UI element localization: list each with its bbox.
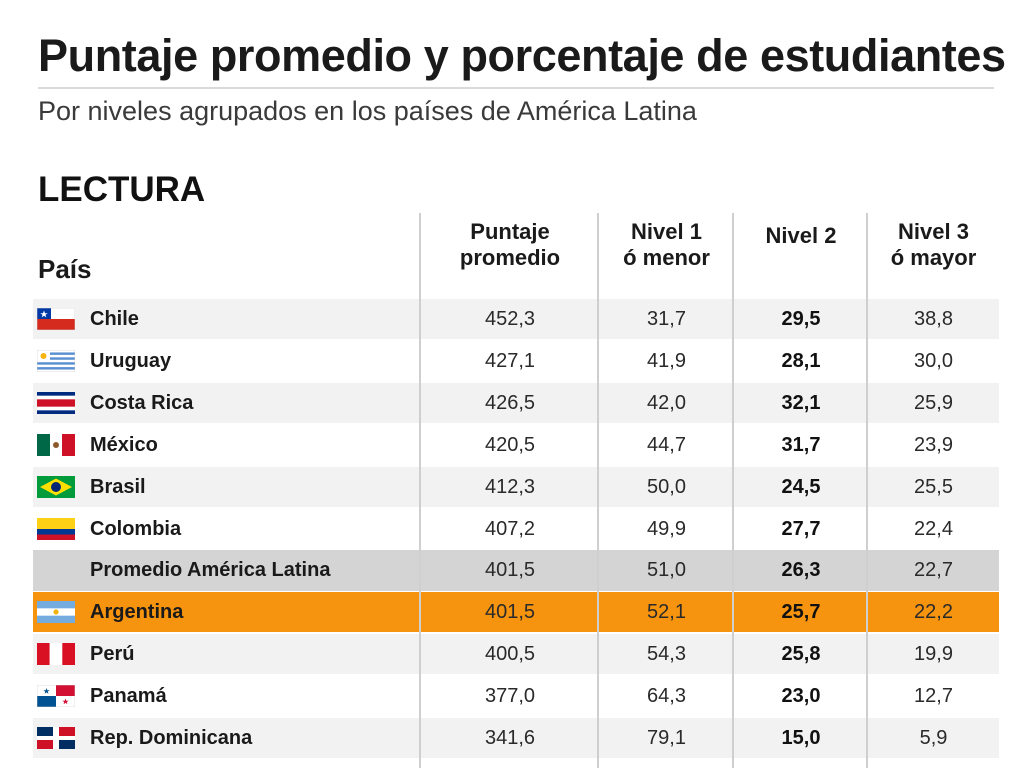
level2-cell: 28,1 bbox=[781, 350, 821, 372]
peru-flag-icon bbox=[37, 643, 75, 665]
level3-cell: 19,9 bbox=[914, 643, 953, 665]
country-name: Promedio América Latina bbox=[90, 559, 331, 581]
column-header-country: País bbox=[38, 254, 92, 284]
level1-cell: 31,7 bbox=[647, 308, 686, 330]
level3-cell: 22,7 bbox=[914, 559, 953, 581]
level2-cell: 15,0 bbox=[781, 727, 821, 749]
country-name: Rep. Dominicana bbox=[90, 727, 253, 749]
column-header-score-line2: promedio bbox=[459, 245, 561, 270]
level1-cell: 41,9 bbox=[647, 350, 686, 372]
section-heading: LECTURA bbox=[38, 170, 206, 209]
column-header-score-line1: Puntaje bbox=[470, 219, 550, 244]
uruguay-flag-icon bbox=[37, 350, 75, 372]
country-name: Panamá bbox=[90, 685, 167, 707]
panama-flag-icon bbox=[37, 685, 75, 707]
score-cell: 412,3 bbox=[484, 476, 536, 498]
level1-cell: 64,3 bbox=[647, 685, 686, 707]
column-separator bbox=[597, 213, 599, 768]
level1-cell: 79,1 bbox=[647, 727, 686, 749]
level3-cell: 25,9 bbox=[914, 392, 953, 414]
level3-cell: 30,0 bbox=[914, 350, 953, 372]
table-row: Brasil 412,3 50,0 24,5 25,5 bbox=[33, 467, 999, 507]
score-cell: 420,5 bbox=[484, 434, 536, 456]
level1-cell: 50,0 bbox=[647, 476, 686, 498]
level1-cell: 49,9 bbox=[647, 518, 686, 540]
argentina-flag-icon bbox=[37, 601, 75, 623]
country-name: Argentina bbox=[90, 601, 184, 623]
column-separator bbox=[419, 213, 421, 768]
level1-cell: 54,3 bbox=[647, 643, 686, 665]
level1-cell: 44,7 bbox=[647, 434, 686, 456]
level3-cell: 22,4 bbox=[914, 518, 953, 540]
country-name: México bbox=[90, 434, 158, 456]
dominican-republic-flag-icon bbox=[37, 727, 75, 749]
table-row: Rep. Dominicana 341,6 79,1 15,0 5,9 bbox=[33, 718, 999, 758]
country-name: Costa Rica bbox=[90, 392, 194, 414]
column-header-level2-label: Nivel 2 bbox=[765, 223, 837, 248]
column-header-level3: Nivel 3 ó mayor bbox=[868, 219, 999, 271]
level2-cell: 24,5 bbox=[781, 476, 821, 498]
score-cell: 452,3 bbox=[484, 308, 536, 330]
costa-rica-flag-icon bbox=[37, 392, 75, 414]
score-cell: 426,5 bbox=[484, 392, 536, 414]
table-row: Chile 452,3 31,7 29,5 38,8 bbox=[33, 299, 999, 339]
level2-cell: 31,7 bbox=[781, 434, 821, 456]
level2-cell: 23,0 bbox=[781, 685, 821, 707]
table-row: Uruguay 427,1 41,9 28,1 30,0 bbox=[33, 341, 999, 381]
score-cell: 401,5 bbox=[484, 601, 536, 623]
average-row: Promedio América Latina 401,5 51,0 26,3 22,7 bbox=[33, 550, 999, 591]
column-separator bbox=[732, 213, 734, 768]
title-divider bbox=[38, 87, 994, 89]
level2-cell: 25,8 bbox=[781, 643, 821, 665]
table-row: Colombia 407,2 49,9 27,7 22,4 bbox=[33, 509, 999, 549]
level1-cell: 52,1 bbox=[647, 601, 686, 623]
score-cell: 401,5 bbox=[484, 559, 536, 581]
country-name: Chile bbox=[90, 308, 139, 330]
table-row: Costa Rica 426,5 42,0 32,1 25,9 bbox=[33, 383, 999, 423]
level3-cell: 25,5 bbox=[914, 476, 953, 498]
level2-cell: 27,7 bbox=[781, 518, 821, 540]
chile-flag-icon bbox=[37, 308, 75, 330]
country-name: Brasil bbox=[90, 476, 146, 498]
column-header-level2: Nivel 2 bbox=[734, 223, 868, 249]
level3-cell: 12,7 bbox=[914, 685, 953, 707]
level1-cell: 42,0 bbox=[647, 392, 686, 414]
mexico-flag-icon bbox=[37, 434, 75, 456]
column-header-level1-line1: Nivel 1 bbox=[631, 219, 702, 244]
score-cell: 407,2 bbox=[484, 518, 536, 540]
level3-cell: 22,2 bbox=[914, 601, 953, 623]
chart-title: Puntaje promedio y porcentaje de estudia… bbox=[38, 30, 1006, 81]
score-cell: 341,6 bbox=[484, 727, 536, 749]
level2-cell: 32,1 bbox=[781, 392, 821, 414]
level3-cell: 38,8 bbox=[914, 308, 953, 330]
column-separator bbox=[866, 213, 868, 768]
score-cell: 400,5 bbox=[484, 643, 536, 665]
column-header-level1: Nivel 1 ó menor bbox=[599, 219, 734, 271]
country-name: Perú bbox=[90, 643, 135, 665]
score-cell: 427,1 bbox=[484, 350, 536, 372]
level2-cell: 25,7 bbox=[781, 601, 821, 623]
level3-cell: 23,9 bbox=[914, 434, 953, 456]
score-cell: 377,0 bbox=[484, 685, 536, 707]
country-name: Uruguay bbox=[90, 350, 172, 372]
column-header-level3-line2: ó mayor bbox=[890, 245, 977, 270]
country-name: Colombia bbox=[90, 518, 182, 540]
table-row: Perú 400,5 54,3 25,8 19,9 bbox=[33, 634, 999, 674]
highlighted-row: Argentina 401,5 52,1 25,7 22,2 bbox=[33, 592, 999, 632]
level2-cell: 26,3 bbox=[781, 559, 821, 581]
column-header-level1-line2: ó menor bbox=[623, 245, 710, 270]
column-header-score: Puntaje promedio bbox=[421, 219, 599, 271]
level1-cell: 51,0 bbox=[647, 559, 686, 581]
level3-cell: 5,9 bbox=[919, 727, 948, 749]
chart-subtitle: Por niveles agrupados en los países de A… bbox=[38, 96, 697, 126]
level2-cell: 29,5 bbox=[781, 308, 821, 330]
column-header-level3-line1: Nivel 3 bbox=[898, 219, 969, 244]
table-row: Panamá 377,0 64,3 23,0 12,7 bbox=[33, 676, 999, 716]
table-row: México 420,5 44,7 31,7 23,9 bbox=[33, 425, 999, 465]
colombia-flag-icon bbox=[37, 518, 75, 540]
brazil-flag-icon bbox=[37, 476, 75, 498]
